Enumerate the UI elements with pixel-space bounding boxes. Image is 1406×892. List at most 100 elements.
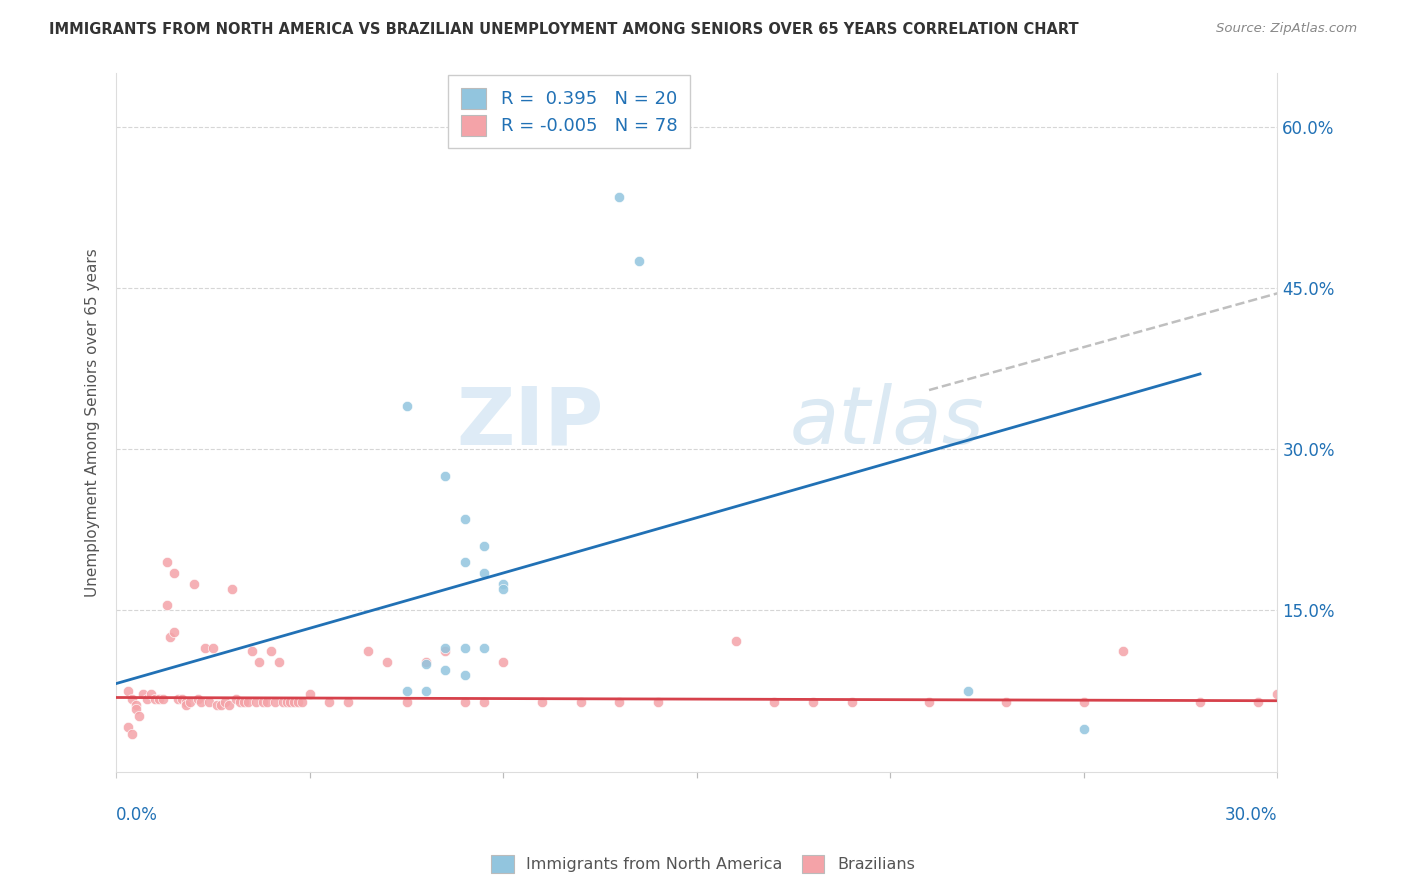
Point — [434, 663, 457, 677]
Point — [337, 695, 360, 709]
Point — [117, 684, 139, 698]
Point — [472, 641, 495, 656]
Point — [190, 695, 212, 709]
Point — [205, 698, 228, 712]
Point — [163, 624, 186, 639]
Point — [155, 555, 177, 569]
Point — [627, 254, 650, 268]
Point — [174, 695, 197, 709]
Point — [271, 695, 294, 709]
Text: atlas: atlas — [790, 384, 984, 461]
Point — [434, 644, 457, 658]
Point — [128, 708, 150, 723]
Point — [395, 684, 418, 698]
Point — [1111, 644, 1133, 658]
Point — [260, 644, 283, 658]
Point — [801, 695, 824, 709]
Point — [167, 691, 190, 706]
Point — [647, 695, 669, 709]
Point — [609, 189, 631, 203]
Point — [569, 695, 592, 709]
Point — [956, 684, 979, 698]
Point — [221, 582, 243, 596]
Point — [492, 655, 515, 669]
Point — [233, 695, 256, 709]
Point — [453, 695, 475, 709]
Point — [395, 399, 418, 413]
Point — [287, 695, 309, 709]
Point — [121, 727, 143, 741]
Point — [434, 641, 457, 656]
Legend: R =  0.395   N = 20, R = -0.005   N = 78: R = 0.395 N = 20, R = -0.005 N = 78 — [449, 75, 690, 148]
Point — [209, 698, 232, 712]
Point — [453, 512, 475, 526]
Point — [472, 539, 495, 553]
Point — [252, 695, 274, 709]
Point — [229, 695, 252, 709]
Point — [124, 698, 146, 712]
Point — [492, 582, 515, 596]
Point — [225, 691, 247, 706]
Text: Source: ZipAtlas.com: Source: ZipAtlas.com — [1216, 22, 1357, 36]
Point — [179, 695, 201, 709]
Point — [415, 655, 437, 669]
Point — [174, 698, 197, 712]
Point — [1073, 695, 1095, 709]
Point — [236, 695, 259, 709]
Point — [267, 655, 290, 669]
Legend: Immigrants from North America, Brazilians: Immigrants from North America, Brazilian… — [485, 848, 921, 880]
Point — [841, 695, 863, 709]
Point — [280, 695, 302, 709]
Point — [1247, 695, 1270, 709]
Point — [415, 657, 437, 672]
Point — [256, 695, 278, 709]
Point — [148, 691, 170, 706]
Y-axis label: Unemployment Among Seniors over 65 years: Unemployment Among Seniors over 65 years — [86, 248, 100, 597]
Point — [249, 655, 271, 669]
Point — [183, 576, 205, 591]
Point — [298, 687, 321, 701]
Point — [124, 702, 146, 716]
Text: 30.0%: 30.0% — [1225, 806, 1278, 824]
Point — [240, 644, 263, 658]
Point — [136, 691, 159, 706]
Point — [283, 695, 305, 709]
Point — [155, 598, 177, 612]
Point — [609, 695, 631, 709]
Point — [214, 695, 236, 709]
Point — [291, 695, 314, 709]
Point — [763, 695, 786, 709]
Point — [202, 641, 225, 656]
Point — [170, 691, 193, 706]
Point — [1267, 687, 1289, 701]
Point — [194, 641, 217, 656]
Point — [143, 691, 166, 706]
Point — [218, 698, 240, 712]
Point — [117, 719, 139, 733]
Point — [139, 687, 162, 701]
Point — [724, 633, 747, 648]
Text: 0.0%: 0.0% — [117, 806, 157, 824]
Point — [357, 644, 380, 658]
Point — [187, 691, 209, 706]
Point — [198, 695, 221, 709]
Point — [434, 469, 457, 483]
Point — [245, 695, 267, 709]
Point — [453, 641, 475, 656]
Point — [472, 695, 495, 709]
Point — [492, 576, 515, 591]
Point — [132, 687, 155, 701]
Point — [159, 630, 181, 644]
Point — [318, 695, 340, 709]
Point — [995, 695, 1018, 709]
Point — [264, 695, 287, 709]
Text: ZIP: ZIP — [457, 384, 605, 461]
Point — [163, 566, 186, 580]
Point — [453, 555, 475, 569]
Point — [453, 668, 475, 682]
Point — [276, 695, 298, 709]
Point — [152, 691, 174, 706]
Point — [918, 695, 941, 709]
Point — [531, 695, 554, 709]
Point — [375, 655, 398, 669]
